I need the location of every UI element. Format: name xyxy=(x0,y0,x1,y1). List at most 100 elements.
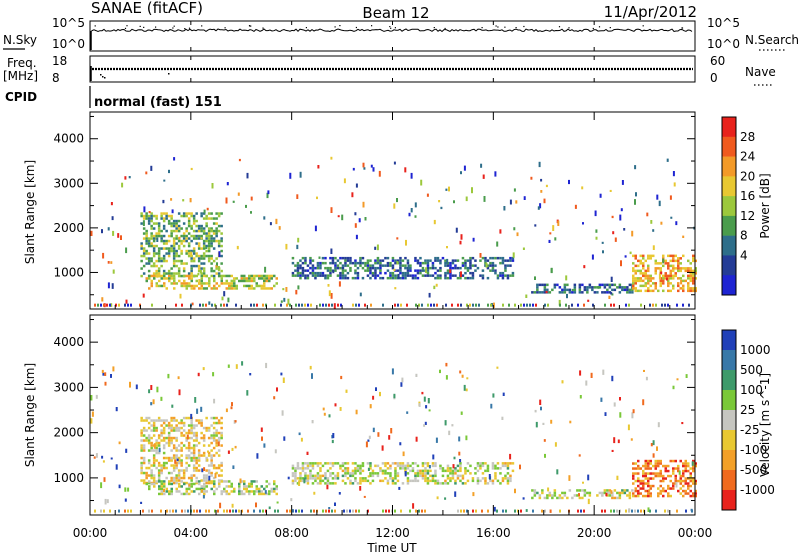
power-echo-speck xyxy=(568,179,570,185)
velocity-echo-cell xyxy=(220,464,223,467)
power-echo-speck xyxy=(658,273,661,280)
power-echo-cell xyxy=(496,276,500,280)
power-echo-cell xyxy=(177,239,181,243)
velocity-echo-cell xyxy=(667,494,670,498)
power-echo-cell xyxy=(371,274,375,277)
velocity-echo-cell xyxy=(316,477,320,480)
power-near-range-cell xyxy=(304,303,306,307)
power-echo-cell xyxy=(608,291,612,294)
power-echo-cell xyxy=(296,274,300,277)
power-echo-cell xyxy=(399,261,402,265)
power-echo-cell xyxy=(167,252,171,255)
power-echo-speck xyxy=(594,210,597,217)
power-echo-cell xyxy=(667,282,670,285)
velocity-echo-cell xyxy=(210,459,213,462)
nsearch-dot xyxy=(598,26,601,28)
power-echo-cell xyxy=(434,276,437,280)
power-echo-cell xyxy=(162,247,166,250)
velocity-echo-cell xyxy=(195,436,198,440)
power-echo-cell xyxy=(205,224,208,228)
power-echo-cell xyxy=(155,217,158,220)
velocity-echo-cell xyxy=(578,489,582,492)
velocity-echo-cell xyxy=(506,479,510,483)
power-echo-speck xyxy=(107,282,110,289)
velocity-echo-cell xyxy=(667,464,670,468)
power-echo-cell xyxy=(669,254,672,258)
power-near-range-cell xyxy=(301,303,303,307)
velocity-echo-cell xyxy=(647,494,650,498)
velocity-echo-cell xyxy=(419,472,422,475)
velocity-echo-cell xyxy=(190,490,193,493)
velocity-y-label: Slant Range [km] xyxy=(23,363,37,467)
beam-title: Beam 12 xyxy=(362,4,429,22)
power-echo-cell xyxy=(361,276,365,280)
power-echo-cell xyxy=(618,283,622,287)
velocity-echo-cell xyxy=(187,429,191,432)
velocity-echo-cell xyxy=(621,491,624,495)
velocity-echo-cell xyxy=(185,487,188,491)
velocity-echo-cell xyxy=(426,469,430,473)
velocity-echo-cell xyxy=(185,492,188,496)
power-echo-cell xyxy=(207,212,211,215)
velocity-echo-cell xyxy=(162,461,166,465)
power-echo-cell xyxy=(299,274,302,277)
power-echo-cell xyxy=(489,264,492,267)
velocity-near-range-cell xyxy=(637,509,639,513)
power-echo-cell xyxy=(341,274,345,277)
velocity-echo-cell xyxy=(155,429,158,432)
velocity-echo-cell xyxy=(637,467,640,470)
power-panel-frame xyxy=(89,111,696,310)
power-echo-cell xyxy=(301,256,305,260)
power-echo-cell xyxy=(195,279,198,283)
velocity-echo-cell xyxy=(311,477,315,480)
power-echo-speck xyxy=(125,299,128,304)
velocity-echo-cell xyxy=(677,479,680,483)
velocity-echo-cell xyxy=(304,467,307,470)
power-echo-cell xyxy=(406,274,410,277)
power-echo-cell xyxy=(426,269,430,272)
velocity-echo-cell xyxy=(421,477,425,480)
power-echo-cell xyxy=(170,274,173,278)
power-echo-speck xyxy=(397,273,400,279)
power-echo-cell xyxy=(548,291,552,294)
power-echo-speck xyxy=(404,273,407,277)
power-echo-cell xyxy=(162,212,166,215)
power-near-range-cell xyxy=(628,303,630,307)
power-echo-cell xyxy=(369,271,372,275)
velocity-echo-speck xyxy=(326,484,329,490)
velocity-echo-cell xyxy=(426,479,430,483)
velocity-echo-cell xyxy=(215,444,218,447)
power-echo-cell xyxy=(210,254,213,258)
power-echo-cell xyxy=(217,272,221,275)
velocity-echo-cell xyxy=(451,472,455,475)
power-echo-cell xyxy=(692,289,695,293)
velocity-ytick-label: 3000 xyxy=(53,380,84,394)
power-echo-cell xyxy=(662,257,665,260)
power-echo-cell xyxy=(190,267,193,270)
velocity-echo-cell xyxy=(662,464,665,468)
power-near-range-cell xyxy=(649,303,651,307)
velocity-echo-cell xyxy=(240,492,243,496)
nsearch-label: N.Search xyxy=(745,33,799,47)
power-echo-cell xyxy=(419,269,422,272)
velocity-echo-speck xyxy=(544,453,546,458)
power-echo-cell xyxy=(563,286,567,289)
power-echo-cell xyxy=(170,214,173,218)
power-echo-speck xyxy=(425,267,428,273)
velocity-echo-cell xyxy=(409,469,412,473)
power-echo-cell xyxy=(341,256,345,260)
power-echo-cell xyxy=(150,264,153,268)
power-near-range-cell xyxy=(478,303,480,307)
power-echo-cell xyxy=(172,262,176,265)
power-echo-cell xyxy=(316,264,320,267)
power-echo-cell xyxy=(366,269,370,272)
velocity-echo-cell xyxy=(647,472,650,475)
power-echo-cell xyxy=(210,227,213,230)
velocity-echo-cell xyxy=(213,485,216,488)
velocity-echo-speck xyxy=(619,397,621,401)
velocity-echo-cell xyxy=(391,482,395,485)
velocity-echo-cell xyxy=(217,436,221,440)
velocity-echo-cell xyxy=(155,444,158,447)
velocity-echo-cell xyxy=(311,467,315,470)
velocity-echo-cell xyxy=(180,426,183,430)
